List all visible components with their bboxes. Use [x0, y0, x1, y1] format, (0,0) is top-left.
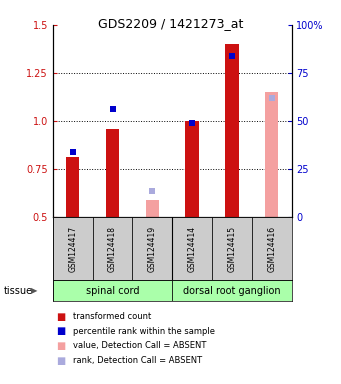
Bar — [66, 157, 79, 217]
FancyBboxPatch shape — [252, 217, 292, 280]
Bar — [106, 129, 119, 217]
Text: GSM124418: GSM124418 — [108, 226, 117, 271]
FancyBboxPatch shape — [172, 217, 212, 280]
Text: GSM124419: GSM124419 — [148, 225, 157, 272]
FancyBboxPatch shape — [53, 217, 93, 280]
Text: GDS2209 / 1421273_at: GDS2209 / 1421273_at — [98, 17, 243, 30]
Bar — [225, 44, 239, 217]
Text: GSM124417: GSM124417 — [68, 225, 77, 272]
Bar — [265, 92, 278, 217]
Text: percentile rank within the sample: percentile rank within the sample — [73, 327, 215, 336]
Bar — [146, 200, 159, 217]
Text: value, Detection Call = ABSENT: value, Detection Call = ABSENT — [73, 341, 207, 351]
Text: spinal cord: spinal cord — [86, 286, 139, 296]
Text: ■: ■ — [56, 356, 65, 366]
Text: transformed count: transformed count — [73, 312, 151, 321]
Text: GSM124416: GSM124416 — [267, 225, 276, 272]
Text: rank, Detection Call = ABSENT: rank, Detection Call = ABSENT — [73, 356, 203, 365]
Text: ■: ■ — [56, 341, 65, 351]
Text: ■: ■ — [56, 326, 65, 336]
FancyBboxPatch shape — [93, 217, 132, 280]
Text: tissue: tissue — [3, 286, 32, 296]
Text: ■: ■ — [56, 312, 65, 322]
FancyBboxPatch shape — [53, 280, 172, 301]
Text: dorsal root ganglion: dorsal root ganglion — [183, 286, 281, 296]
Text: GSM124415: GSM124415 — [227, 225, 236, 272]
Text: GSM124414: GSM124414 — [188, 225, 197, 272]
Bar — [186, 121, 199, 217]
FancyBboxPatch shape — [132, 217, 172, 280]
FancyBboxPatch shape — [212, 217, 252, 280]
FancyBboxPatch shape — [172, 280, 292, 301]
Text: ▶: ▶ — [31, 286, 38, 295]
